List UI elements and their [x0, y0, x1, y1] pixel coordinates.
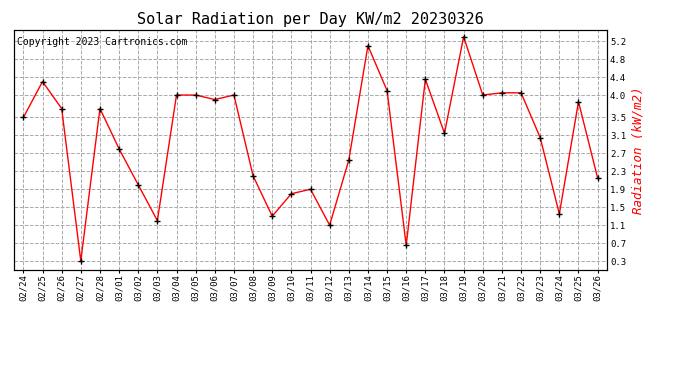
Y-axis label: Radiation (kW/m2): Radiation (kW/m2)	[631, 86, 644, 214]
Text: Copyright 2023 Cartronics.com: Copyright 2023 Cartronics.com	[17, 37, 187, 47]
Title: Solar Radiation per Day KW/m2 20230326: Solar Radiation per Day KW/m2 20230326	[137, 12, 484, 27]
